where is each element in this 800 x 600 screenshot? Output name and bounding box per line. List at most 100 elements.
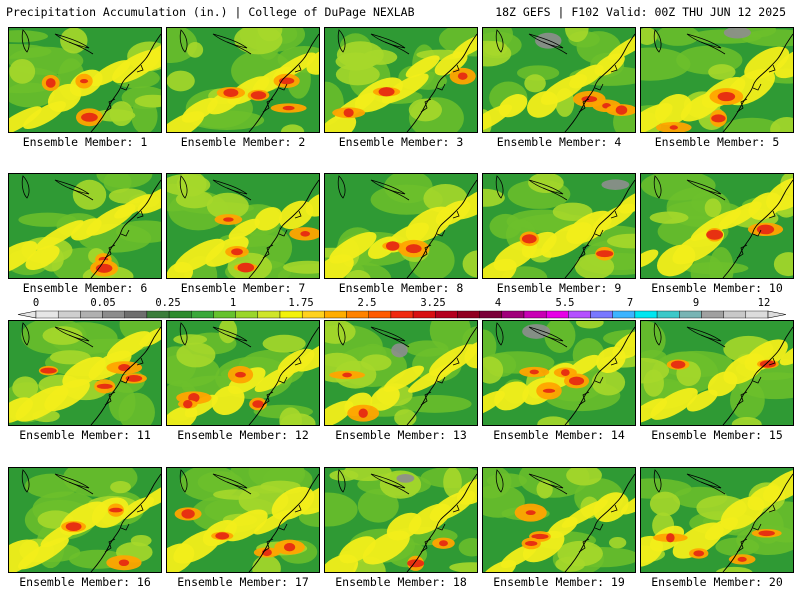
colorbar-tick-label: 0.05 bbox=[90, 297, 116, 309]
colorbar-swatch bbox=[301, 310, 325, 319]
ensemble-member-label: Ensemble Member: 12 bbox=[177, 428, 309, 442]
colorbar-swatch bbox=[191, 310, 214, 319]
colorbar-tick-label: 5.5 bbox=[555, 297, 575, 309]
colorbar-swatch bbox=[80, 310, 103, 319]
ensemble-member-map-4 bbox=[482, 27, 636, 133]
ensemble-member-map-8 bbox=[324, 173, 478, 279]
precip-map bbox=[325, 28, 477, 132]
colorbar-swatch bbox=[146, 310, 170, 319]
colorbar-swatch bbox=[279, 310, 303, 319]
precip-map bbox=[325, 468, 477, 572]
colorbar-tick-label: 1 bbox=[229, 297, 237, 309]
ensemble-member-map-9 bbox=[482, 173, 636, 279]
precip-map bbox=[483, 28, 635, 132]
ensemble-member-map-20 bbox=[640, 467, 794, 573]
colorbar-swatch bbox=[368, 310, 392, 319]
ensemble-member-label: Ensemble Member: 13 bbox=[335, 428, 467, 442]
colorbar-tick-label: 4 bbox=[494, 297, 502, 309]
ensemble-member-map-18 bbox=[324, 467, 478, 573]
ensemble-member-label: Ensemble Member: 20 bbox=[651, 575, 783, 589]
colorbar-tick-label: 7 bbox=[626, 297, 634, 309]
ensemble-member-map-17 bbox=[166, 467, 320, 573]
colorbar-swatch bbox=[568, 310, 591, 319]
colorbar-min-arrow bbox=[17, 310, 37, 319]
colorbar-tick-label: 9 bbox=[692, 297, 700, 309]
colorbar-tick-label: 1.75 bbox=[288, 297, 314, 309]
ensemble-member-label: Ensemble Member: 2 bbox=[180, 135, 306, 149]
ensemble-member-label: Ensemble Member: 19 bbox=[493, 575, 625, 589]
colorbar-tick-label: 3.25 bbox=[420, 297, 446, 309]
colorbar-swatch bbox=[168, 310, 192, 319]
colorbar-swatch bbox=[634, 310, 658, 319]
colorbar-swatch bbox=[57, 310, 81, 319]
precip-map bbox=[325, 174, 477, 278]
ensemble-member-map-2 bbox=[166, 27, 320, 133]
colorbar-swatch bbox=[545, 310, 569, 319]
colorbar-swatch bbox=[235, 310, 259, 319]
colorbar-tick-label: 0.25 bbox=[155, 297, 181, 309]
precip-map bbox=[641, 321, 793, 425]
precip-map bbox=[483, 321, 635, 425]
colorbar-swatch bbox=[656, 310, 680, 319]
colorbar-swatch bbox=[457, 310, 480, 319]
ensemble-member-map-14 bbox=[482, 320, 636, 426]
ensemble-member-map-15 bbox=[640, 320, 794, 426]
precip-map bbox=[167, 468, 319, 572]
colorbar-swatch bbox=[213, 310, 236, 319]
colorbar-legend: 0 0.05 0.25 1 1.75 2.5 3.25 4 5.5 7 9 12 bbox=[16, 297, 787, 323]
precip-map bbox=[167, 28, 319, 132]
colorbar-swatch bbox=[701, 310, 724, 319]
colorbar-swatch bbox=[523, 310, 547, 319]
ensemble-member-map-19 bbox=[482, 467, 636, 573]
precip-map bbox=[167, 321, 319, 425]
precip-map bbox=[641, 28, 793, 132]
precip-map bbox=[483, 174, 635, 278]
colorbar-swatch bbox=[124, 310, 148, 319]
ensemble-member-label: Ensemble Member: 8 bbox=[338, 281, 464, 295]
precip-map bbox=[641, 468, 793, 572]
ensemble-member-map-13 bbox=[324, 320, 478, 426]
ensemble-member-label: Ensemble Member: 17 bbox=[177, 575, 309, 589]
header-run-info: 18Z GEFS | F102 Valid: 00Z THU JUN 12 20… bbox=[495, 5, 786, 19]
colorbar-swatch bbox=[35, 310, 59, 319]
colorbar-swatch bbox=[745, 310, 769, 319]
colorbar-max-arrow bbox=[767, 310, 787, 319]
precip-map bbox=[9, 174, 161, 278]
ensemble-member-map-10 bbox=[640, 173, 794, 279]
ensemble-member-map-16 bbox=[8, 467, 162, 573]
precip-map bbox=[483, 468, 635, 572]
colorbar-svg bbox=[17, 310, 787, 319]
header-title: Precipitation Accumulation (in.) | Colle… bbox=[6, 5, 415, 19]
colorbar-swatch bbox=[346, 310, 369, 319]
ensemble-member-label: Ensemble Member: 6 bbox=[22, 281, 148, 295]
ensemble-member-label: Ensemble Member: 4 bbox=[496, 135, 622, 149]
ensemble-member-label: Ensemble Member: 5 bbox=[654, 135, 780, 149]
colorbar-swatch bbox=[324, 310, 347, 319]
ensemble-member-map-6 bbox=[8, 173, 162, 279]
ensemble-member-label: Ensemble Member: 16 bbox=[19, 575, 151, 589]
colorbar-swatch bbox=[390, 310, 414, 319]
precip-map bbox=[9, 321, 161, 425]
ensemble-member-map-1 bbox=[8, 27, 162, 133]
colorbar-tick-label: 12 bbox=[757, 297, 771, 309]
ensemble-member-label: Ensemble Member: 7 bbox=[180, 281, 306, 295]
precip-map bbox=[325, 321, 477, 425]
ensemble-member-map-12 bbox=[166, 320, 320, 426]
colorbar-tick-label: 2.5 bbox=[357, 297, 377, 309]
ensemble-member-map-3 bbox=[324, 27, 478, 133]
ensemble-member-label: Ensemble Member: 18 bbox=[335, 575, 467, 589]
ensemble-member-map-7 bbox=[166, 173, 320, 279]
ensemble-member-label: Ensemble Member: 1 bbox=[22, 135, 148, 149]
colorbar-swatch bbox=[501, 310, 525, 319]
colorbar-swatch bbox=[102, 310, 125, 319]
colorbar-swatch bbox=[723, 310, 747, 319]
colorbar-swatch bbox=[479, 310, 503, 319]
ensemble-member-label: Ensemble Member: 14 bbox=[493, 428, 625, 442]
colorbar-swatch bbox=[590, 310, 613, 319]
precip-map bbox=[9, 28, 161, 132]
precip-map bbox=[167, 174, 319, 278]
colorbar-swatch bbox=[412, 310, 436, 319]
ensemble-member-label: Ensemble Member: 11 bbox=[19, 428, 151, 442]
precip-map bbox=[641, 174, 793, 278]
